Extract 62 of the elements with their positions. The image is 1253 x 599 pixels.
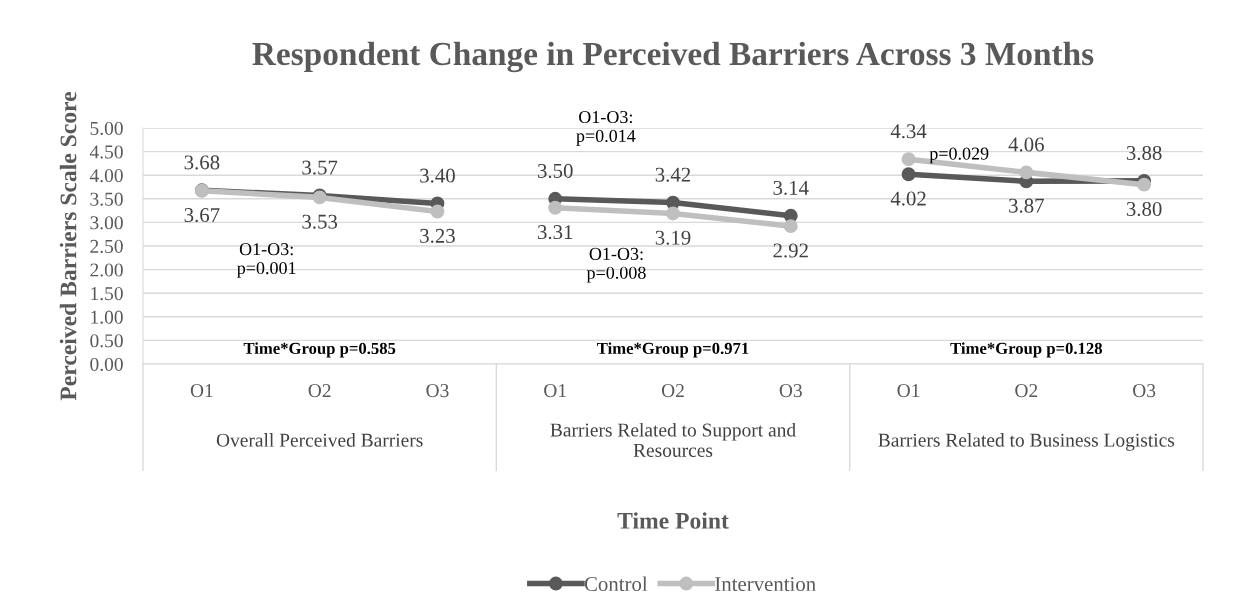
y-tick-label: 4.50 <box>89 145 123 159</box>
x-tick-label: O3 <box>426 384 449 398</box>
y-tick-label: 1.00 <box>91 310 123 324</box>
y-axis-title: Perceived Barriers Scale Score <box>59 91 77 401</box>
data-label: 4.34 <box>890 124 927 139</box>
x-tick-label: O1 <box>544 384 566 398</box>
data-label: 3.68 <box>184 155 220 170</box>
point <box>783 219 798 234</box>
point <box>901 152 916 167</box>
y-tick-label: 1.50 <box>91 287 123 301</box>
data-label: 3.88 <box>1126 145 1162 161</box>
annotation: Time*Group p=0.971 <box>597 342 749 358</box>
point <box>666 195 680 210</box>
text: Overall Perceived Barriers <box>216 433 423 447</box>
data-label: 3.57 <box>302 160 338 175</box>
y-tick-label: 2.50 <box>90 239 123 254</box>
chart-title: Respondent Change in Perceived Barriers Across 3 Months <box>252 41 1094 73</box>
y-tick-label: 3.50 <box>90 192 123 206</box>
point <box>1137 177 1152 192</box>
text: Barriers Related to Business Logistics <box>878 433 1175 451</box>
data-label: 4.06 <box>1008 137 1044 152</box>
x-tick-label: O3 <box>779 384 802 398</box>
point <box>548 200 563 215</box>
point <box>1019 165 1034 180</box>
data-label: 3.87 <box>1009 198 1044 213</box>
point <box>430 204 445 219</box>
annotation: O1-O3: p=0.008 <box>586 247 646 283</box>
data-label: 3.42 <box>655 167 691 182</box>
data-label: 3.53 <box>302 214 338 229</box>
legend-label: Control <box>584 576 648 592</box>
x-tick-label: O2 <box>1015 384 1038 398</box>
x-tick-label: O3 <box>1133 384 1156 398</box>
data-label: 3.19 <box>655 230 691 245</box>
y-tick-label: 3.00 <box>90 216 123 230</box>
y-tick-label: 0.00 <box>90 357 123 372</box>
annotation: p=0.029 <box>929 147 989 164</box>
annotation: O1-O3: p=0.014 <box>576 110 636 146</box>
x-tick-label: O1 <box>190 384 213 398</box>
legend-label: Intervention <box>715 577 816 592</box>
x-axis-title: Time Point <box>617 512 729 529</box>
annotation: Time*Group p=0.585 <box>243 342 396 358</box>
x-tick-label: O1 <box>897 384 920 398</box>
data-label: 3.31 <box>537 225 573 240</box>
data-label: 3.80 <box>1126 201 1162 217</box>
point <box>901 167 916 182</box>
data-label: 3.14 <box>773 180 809 195</box>
point <box>666 206 680 221</box>
annotation: Time*Group p=0.128 <box>950 342 1102 358</box>
data-label: 2.92 <box>773 243 808 258</box>
y-tick-label: 0.50 <box>90 334 123 348</box>
x-tick-label: O2 <box>308 384 331 398</box>
data-label: 4.02 <box>890 191 926 206</box>
y-tick-label: 5.00 <box>90 121 123 136</box>
x-tick-label: O2 <box>661 384 684 398</box>
y-tick-label: 2.00 <box>90 263 123 277</box>
text: Barriers Related to Support and Resources <box>550 422 796 457</box>
data-label: 3.67 <box>184 208 220 223</box>
annotation: O1-O3: p=0.001 <box>237 243 296 278</box>
y-tick-label: 4.00 <box>89 169 123 183</box>
data-label: 3.23 <box>420 228 455 243</box>
data-label: 3.40 <box>420 168 455 183</box>
data-label: 3.50 <box>537 163 573 178</box>
